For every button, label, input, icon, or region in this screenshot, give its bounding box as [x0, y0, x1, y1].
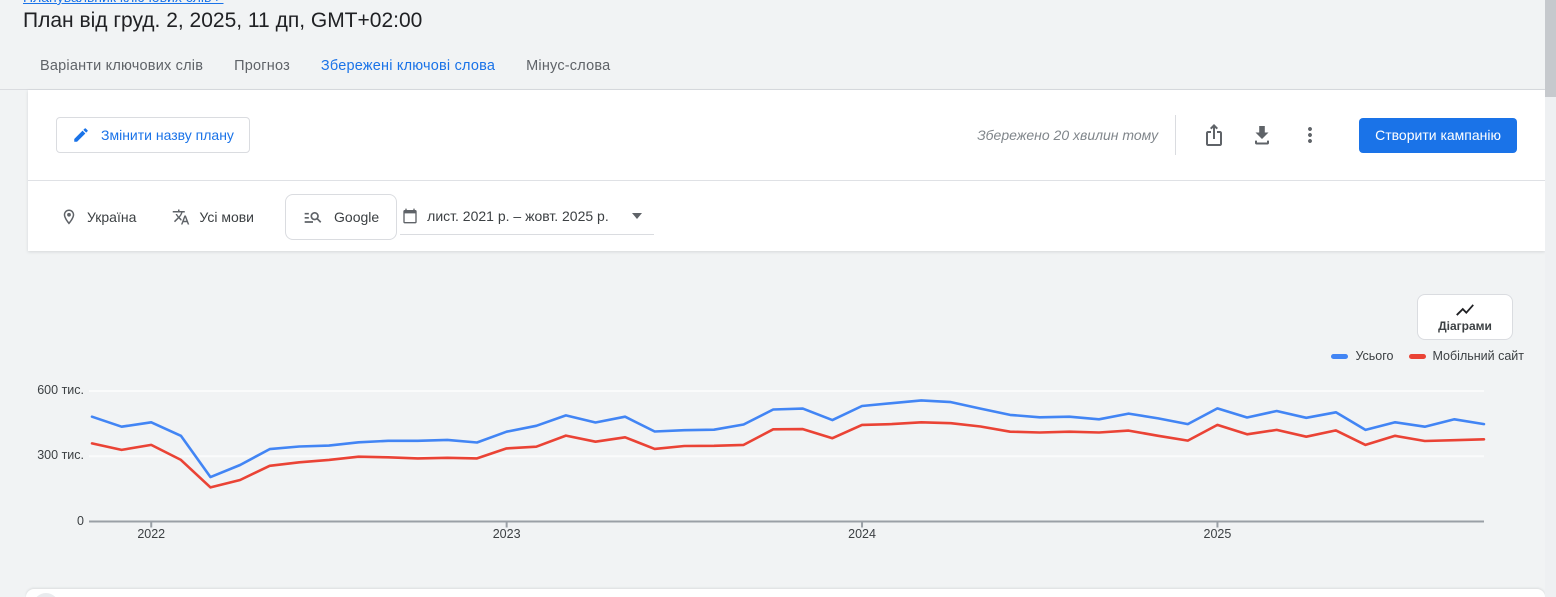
- header-divider: [0, 89, 1556, 90]
- page-title: План від груд. 2, 2025, 11 дп, GMT+02:00: [23, 9, 423, 32]
- legend-swatch-mobile: [1408, 353, 1426, 359]
- date-range-selector[interactable]: лист. 2021 р. – жовт. 2025 р.: [400, 198, 654, 235]
- filter-bar: Україна Усі мови Google лист. 2021 р. – …: [28, 182, 1545, 251]
- series-line-1: [90, 420, 1486, 489]
- share-icon[interactable]: [1190, 115, 1238, 155]
- line-chart-icon: [1454, 302, 1476, 318]
- y-axis-tick-label: 0: [77, 513, 84, 528]
- series-line-0: [90, 399, 1486, 479]
- breadcrumb[interactable]: Планувальник ключових слів >: [23, 0, 224, 5]
- chevron-down-icon: [631, 213, 642, 219]
- legend-label-mobile: Мобільний сайт: [1432, 349, 1525, 363]
- location-filter[interactable]: Україна: [60, 208, 136, 226]
- translate-icon: [172, 208, 190, 226]
- chart-legend: Усього Мобільний сайт: [1331, 349, 1524, 363]
- calendar-icon: [402, 208, 418, 224]
- rename-plan-button[interactable]: Змінити назву плану: [56, 117, 250, 153]
- tab-bar: Варіанти ключових слів Прогноз Збережені…: [40, 53, 610, 95]
- legend-label-total: Усього: [1355, 349, 1394, 363]
- saved-status: Збережено 20 хвилин тому: [977, 127, 1159, 143]
- tab-negative-keywords[interactable]: Мінус-слова: [526, 58, 611, 74]
- y-axis-tick-label: 600 тис.: [37, 383, 84, 397]
- location-filter-label: Україна: [87, 208, 137, 225]
- plan-toolbar-card: Змінити назву плану Збережено 20 хвилин …: [28, 90, 1545, 251]
- legend-swatch-total: [1331, 353, 1349, 359]
- x-axis-tick-label: 2025: [1203, 527, 1232, 541]
- x-axis-tick-label: 2022: [137, 527, 166, 541]
- legend-item-total[interactable]: Усього: [1331, 349, 1394, 363]
- more-vert-icon[interactable]: [1286, 115, 1334, 155]
- tab-keyword-ideas[interactable]: Варіанти ключових слів: [40, 58, 204, 74]
- language-filter[interactable]: Усі мови: [172, 208, 254, 226]
- create-campaign-button[interactable]: Створити кампанію: [1359, 117, 1517, 153]
- toolbar-divider: [1175, 115, 1177, 155]
- trend-line-chart[interactable]: [0, 378, 1556, 530]
- legend-item-mobile[interactable]: Мобільний сайт: [1408, 349, 1525, 363]
- charts-toggle-label: Діаграми: [1438, 318, 1492, 333]
- tab-forecast[interactable]: Прогноз: [234, 58, 290, 74]
- language-filter-label: Усі мови: [199, 208, 255, 225]
- keywords-table-card-edge: [26, 589, 1545, 597]
- toolbar-actions: Збережено 20 хвилин тому Створити кампан…: [977, 115, 1517, 155]
- x-axis-tick-label: 2023: [492, 527, 521, 541]
- rename-plan-label: Змінити назву плану: [101, 127, 234, 143]
- pencil-icon: [72, 126, 90, 144]
- search-network-icon: [303, 207, 323, 227]
- network-selector[interactable]: Google: [285, 193, 398, 240]
- location-pin-icon: [60, 208, 78, 226]
- plan-toolbar: Змінити назву плану Збережено 20 хвилин …: [28, 90, 1545, 181]
- download-icon[interactable]: [1238, 115, 1286, 155]
- network-selector-label: Google: [334, 208, 380, 225]
- scrollbar-thumb[interactable]: [1545, 0, 1556, 97]
- date-range-label: лист. 2021 р. – жовт. 2025 р.: [427, 208, 609, 224]
- page-scrollbar[interactable]: [1545, 0, 1556, 597]
- charts-toggle-button[interactable]: Діаграми: [1417, 294, 1513, 340]
- table-avatar-placeholder: [33, 593, 59, 597]
- y-axis-tick-label: 300 тис.: [37, 448, 84, 463]
- x-axis-tick-label: 2024: [848, 527, 876, 541]
